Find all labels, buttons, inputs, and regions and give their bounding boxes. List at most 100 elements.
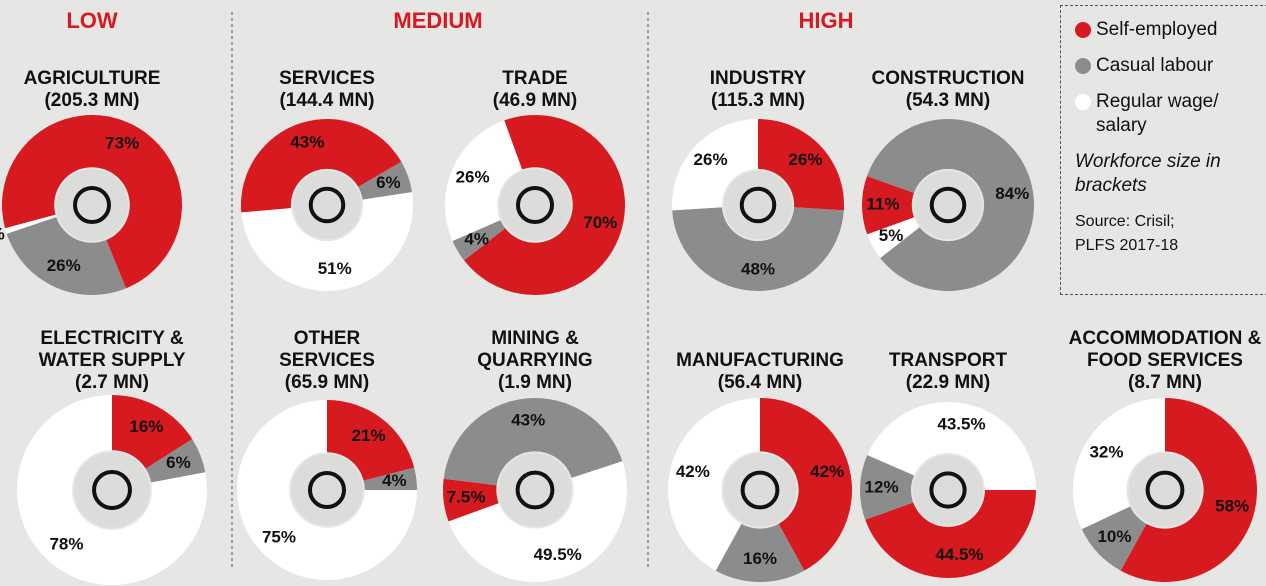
donut-segment: [5, 214, 57, 234]
chart-subtitle: (22.9 MN): [905, 372, 991, 393]
donut-hole: [56, 169, 128, 241]
chart-title-block: SERVICES (144.4 MN): [217, 60, 437, 112]
chart-title-block: ELECTRICITY & WATER SUPPLY (2.7 MN): [2, 320, 222, 394]
chart-title: ACCOMMODATION & FOOD SERVICES: [1068, 328, 1262, 371]
icon: [740, 470, 780, 510]
donut-segment: [358, 161, 413, 200]
chart-title: MANUFACTURING: [676, 350, 844, 371]
value-label: 73%: [105, 134, 139, 153]
chart-subtitle: (8.7 MN): [1128, 372, 1202, 393]
chart-title-block: TRANSPORT (22.9 MN): [838, 320, 1058, 394]
chart-title: MINING & QUARRYING: [477, 328, 593, 371]
chart-title-block: MANUFACTURING (56.4 MN): [650, 320, 870, 394]
icon: [307, 470, 347, 510]
donut-segment: [671, 118, 758, 211]
chart-title: OTHER SERVICES: [279, 328, 375, 371]
icon: [92, 470, 132, 510]
legend-item: Regular wage/ salary: [1075, 90, 1261, 138]
legend-label: Casual labour: [1096, 55, 1214, 76]
chart-title: SERVICES: [279, 68, 375, 89]
icon: [1145, 470, 1185, 510]
legend-swatch: [1075, 58, 1091, 74]
value-label: 11%: [866, 195, 899, 214]
icon: [515, 470, 555, 510]
note: Workforce size in brackets: [1075, 151, 1221, 196]
donut-segment: [17, 395, 208, 585]
value-label: 26%: [694, 150, 728, 169]
legend-swatch: [1075, 22, 1091, 38]
value-label: 4%: [464, 229, 489, 248]
icon: [515, 185, 555, 225]
donut-segment: [862, 176, 915, 235]
chart-title: TRADE: [502, 68, 568, 89]
value-label: 70%: [583, 213, 617, 232]
value-label: 32%: [1089, 442, 1123, 461]
chart-subtitle: (115.3 MN): [711, 90, 805, 111]
chart-subtitle: (2.7 MN): [75, 372, 149, 393]
value-label: 43.5%: [937, 414, 985, 433]
donut-segment: [6, 217, 127, 295]
chart-title: CONSTRUCTION: [871, 68, 1025, 89]
donut-hole: [1128, 453, 1202, 527]
value-label: 48%: [741, 260, 775, 279]
donut-hole: [723, 453, 797, 527]
icon: [929, 471, 967, 509]
donut-hole: [292, 170, 362, 240]
source: Source: Crisil; PLFS 2017-18: [1075, 213, 1179, 254]
chart-title: ELECTRICITY & WATER SUPPLY: [38, 328, 186, 371]
donut-segment: [758, 119, 844, 211]
value-label: 6%: [376, 173, 401, 192]
donut-segment: [443, 478, 499, 522]
value-label: 84%: [995, 184, 1029, 203]
donut-segment: [867, 217, 920, 258]
icon: [308, 186, 346, 224]
donut-segment: [443, 398, 623, 486]
donut-hole: [913, 455, 983, 525]
chart-title: INDUSTRY: [709, 68, 807, 89]
legend-swatch: [1075, 94, 1091, 110]
donut-hole: [723, 170, 793, 240]
legend: Self-employed Casual labour Regular wage…: [1060, 5, 1266, 295]
legend-label: Regular wage/ salary: [1096, 91, 1219, 136]
value-label: 49.5%: [534, 545, 582, 564]
value-label: 43%: [511, 410, 545, 429]
chart-subtitle: (65.9 MN): [284, 372, 370, 393]
donut-segment: [241, 119, 402, 213]
legend-item: Casual labour: [1075, 54, 1261, 78]
chart-subtitle: (46.9 MN): [492, 90, 578, 111]
value-label: 42%: [810, 462, 844, 481]
chart-subtitle: (144.4 MN): [279, 90, 375, 111]
chart-subtitle: (54.3 MN): [905, 90, 991, 111]
donut-segment: [866, 118, 1034, 291]
chart-title-block: MINING & QUARRYING (1.9 MN): [425, 320, 645, 394]
value-label: 75%: [262, 527, 296, 546]
donut-segment: [715, 523, 805, 583]
chart-subtitle: (56.4 MN): [717, 372, 803, 393]
chart-title: AGRICULTURE: [23, 68, 161, 89]
value-label: 12%: [865, 477, 899, 496]
chart-title-block: ACCOMMODATION & FOOD SERVICES (8.7 MN): [1055, 320, 1266, 394]
donut-segment: [241, 192, 413, 292]
icon: [739, 186, 777, 224]
chart-title-block: OTHER SERVICES (65.9 MN): [217, 320, 437, 394]
chart-title-block: INDUSTRY (115.3 MN): [648, 60, 868, 112]
legend-label: Self-employed: [1096, 19, 1218, 40]
chart-title-block: TRADE (46.9 MN): [425, 60, 645, 112]
group-heading: HIGH: [798, 8, 854, 33]
donut-hole: [291, 454, 363, 526]
donut-segment: [1081, 506, 1147, 571]
value-label: 4%: [382, 471, 407, 490]
value-label: 58%: [1215, 497, 1249, 516]
donut-hole: [913, 170, 983, 240]
chart-title: TRANSPORT: [888, 350, 1008, 371]
group-heading: MEDIUM: [393, 8, 483, 33]
value-label: 26%: [47, 256, 81, 275]
value-label: 26%: [456, 168, 490, 187]
donut-segment: [448, 461, 627, 582]
value-label: 1%: [0, 225, 5, 244]
chart-title-block: AGRICULTURE (205.3 MN): [0, 60, 202, 112]
donut-hole: [499, 169, 571, 241]
donut-segment: [1073, 398, 1165, 530]
